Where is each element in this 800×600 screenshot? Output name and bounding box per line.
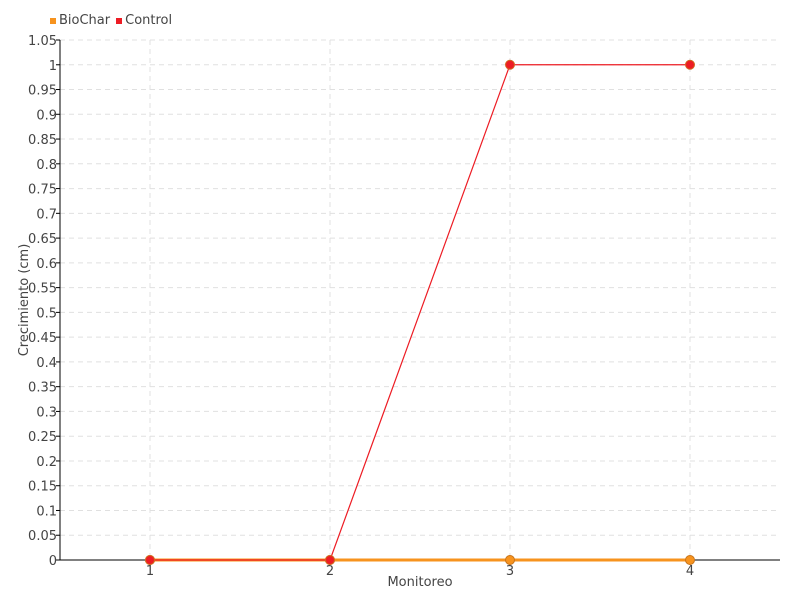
y-tick-label: 0.4 xyxy=(36,356,57,371)
y-tick-label: 0.35 xyxy=(28,381,57,396)
y-tick-label: 0.5 xyxy=(36,306,57,321)
y-tick-label: 0.7 xyxy=(36,207,57,222)
y-tick-label: 0.25 xyxy=(28,430,57,445)
y-tick-label: 1.05 xyxy=(28,34,57,49)
data-point-biochar xyxy=(685,555,695,565)
y-tick-label: 0.1 xyxy=(36,504,57,519)
data-point-control xyxy=(505,59,515,70)
y-axis-label: Crecimiento (cm) xyxy=(17,244,32,357)
y-tick-label: 0.9 xyxy=(36,108,57,123)
y-tick-label: 0.05 xyxy=(28,529,57,544)
x-tick-label: 4 xyxy=(686,564,694,579)
y-tick-label: 0.55 xyxy=(28,282,57,297)
y-tick-label: 0.45 xyxy=(28,331,57,346)
legend-swatch xyxy=(50,17,56,24)
x-tick-label: 1 xyxy=(146,564,154,579)
y-tick-label: 0.3 xyxy=(36,405,57,420)
legend-item-biochar[interactable]: BioChar xyxy=(50,13,110,28)
y-tick-label: 0.65 xyxy=(28,232,57,247)
y-tick-label: 0.2 xyxy=(36,455,57,470)
y-tick-label: 1 xyxy=(49,59,57,74)
data-point-control xyxy=(325,555,335,565)
y-tick-label: 0.6 xyxy=(36,257,57,272)
y-tick-label: 0 xyxy=(49,554,57,569)
y-tick-label: 0.95 xyxy=(28,84,57,99)
legend: BioChar Control xyxy=(50,13,172,28)
data-point-biochar xyxy=(505,555,515,565)
y-tick-label: 0.8 xyxy=(36,158,57,173)
x-tick-label: 3 xyxy=(506,564,514,579)
legend-swatch xyxy=(116,17,123,24)
legend-label: Control xyxy=(125,13,173,28)
y-tick-label: 0.75 xyxy=(28,183,57,198)
legend-item-control[interactable]: Control xyxy=(116,13,172,28)
data-point-control xyxy=(145,555,155,565)
x-tick-label: 2 xyxy=(326,564,334,579)
x-axis-label: Monitoreo xyxy=(387,575,452,590)
y-tick-label: 0.85 xyxy=(28,133,57,148)
legend-label: BioChar xyxy=(59,13,111,28)
data-point-control xyxy=(685,59,695,70)
y-tick-label: 0.15 xyxy=(28,480,57,495)
series-line-control xyxy=(150,64,690,561)
